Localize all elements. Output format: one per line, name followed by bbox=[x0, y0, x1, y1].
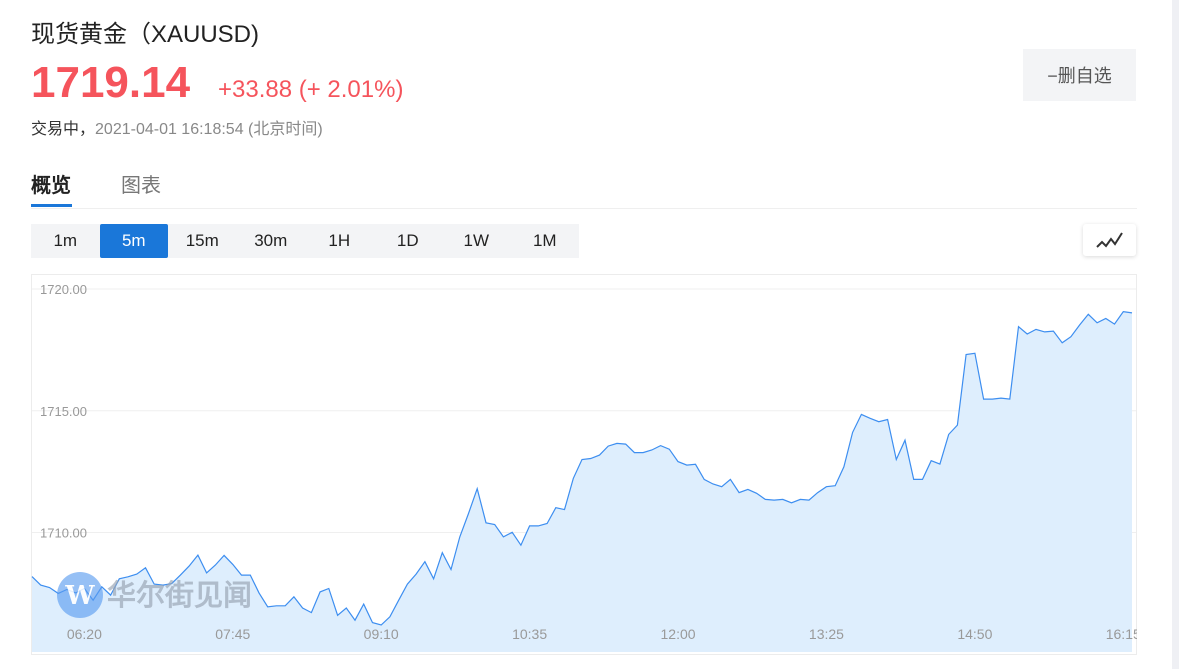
x-tick-label: 07:45 bbox=[215, 626, 250, 642]
page-scrollbar[interactable] bbox=[1172, 0, 1179, 669]
period-selector: 1m 5m 15m 30m 1H 1D 1W 1M bbox=[31, 224, 579, 258]
remove-from-watchlist-button[interactable]: −删自选 bbox=[1023, 49, 1136, 101]
period-1h[interactable]: 1H bbox=[328, 231, 351, 250]
x-tick-label: 14:50 bbox=[957, 626, 992, 642]
x-tick-label: 12:00 bbox=[661, 626, 696, 642]
y-tick-label: 1710.00 bbox=[40, 526, 87, 541]
period-1d[interactable]: 1D bbox=[396, 231, 419, 250]
price-area-fill bbox=[32, 311, 1132, 652]
period-15m[interactable]: 15m bbox=[185, 231, 219, 250]
period-1m[interactable]: 1m bbox=[53, 231, 78, 250]
x-tick-label: 06:20 bbox=[67, 626, 102, 642]
watermark-logo: W 华尔街见闻 bbox=[57, 572, 252, 618]
tab-divider bbox=[31, 208, 1137, 209]
period-1w[interactable]: 1W bbox=[463, 231, 490, 250]
trading-status-line: 交易中，2021-04-01 16:18:54 (北京时间) bbox=[31, 115, 323, 139]
trading-status: 交易中， bbox=[31, 121, 96, 138]
watermark-text: 华尔街见闻 bbox=[107, 578, 252, 612]
price-chart[interactable]: 1720.00 1715.00 1710.00 06:20 07:45 09:10 10:… bbox=[31, 274, 1137, 655]
period-5m[interactable]: 5m bbox=[99, 224, 168, 258]
period-1mo[interactable]: 1M bbox=[532, 231, 557, 250]
y-tick-label: 1715.00 bbox=[40, 404, 87, 419]
last-price: 1719.14 bbox=[31, 58, 191, 107]
x-tick-label: 09:10 bbox=[364, 626, 399, 642]
price-line bbox=[31, 310, 1133, 626]
watermark-w-glyph: W bbox=[64, 581, 95, 611]
period-30m[interactable]: 30m bbox=[254, 231, 288, 250]
watermark-circle bbox=[57, 572, 103, 618]
chart-frame bbox=[31, 274, 1137, 655]
quote-timestamp: 2021-04-01 16:18:54 (北京时间) bbox=[95, 121, 323, 138]
tab-chart[interactable]: 图表 bbox=[121, 175, 161, 197]
active-tab-indicator bbox=[31, 204, 72, 207]
x-tick-label: 10:35 bbox=[512, 626, 547, 642]
x-tick-label: 13:25 bbox=[809, 626, 844, 642]
y-tick-label: 1720.00 bbox=[40, 282, 87, 297]
instrument-title: 现货黄金（XAUUSD) bbox=[31, 21, 260, 48]
price-change: +33.88 (+ 2.01%) bbox=[218, 76, 404, 103]
chart-type-button[interactable] bbox=[1083, 224, 1136, 256]
line-chart-icon bbox=[1095, 232, 1123, 248]
x-tick-label: 16:15 bbox=[1106, 626, 1137, 642]
tab-overview[interactable]: 概览 bbox=[31, 175, 71, 197]
